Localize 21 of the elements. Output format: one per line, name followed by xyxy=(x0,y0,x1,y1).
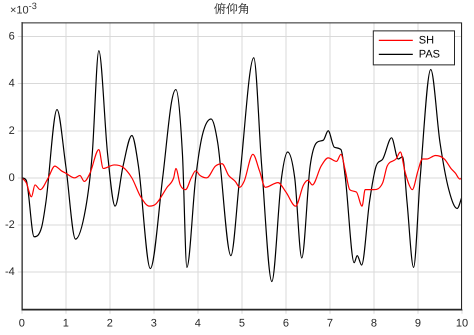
y-tick-label: 0 xyxy=(8,172,15,184)
legend-label: PAS xyxy=(418,48,440,60)
y-tick-label: -4 xyxy=(5,266,15,278)
x-tick-label: 1 xyxy=(62,317,69,330)
x-tick-label: 0 xyxy=(18,317,25,330)
y-tick-label: 4 xyxy=(8,78,15,90)
x-tick-label: 7 xyxy=(326,317,333,330)
x-tick-label: 8 xyxy=(370,317,378,330)
x-tick-label: 6 xyxy=(282,317,289,330)
x-tick-label: 2 xyxy=(106,317,113,330)
x-tick-label: 3 xyxy=(150,317,157,330)
x-tick-label: 5 xyxy=(238,317,245,330)
text: ×10$^{-3}$ xyxy=(10,1,37,17)
x-tick-label: 9 xyxy=(414,317,422,330)
y-tick-label: 6 xyxy=(8,30,15,43)
chart-title: 俯仰角 xyxy=(214,1,250,16)
x-tick-label: 10 xyxy=(456,317,468,330)
x-tick-label: 4 xyxy=(194,317,201,330)
y-tick-label: -2 xyxy=(5,219,15,232)
legend-label: SH xyxy=(418,34,434,46)
y-tick-label: 2 xyxy=(8,124,15,137)
